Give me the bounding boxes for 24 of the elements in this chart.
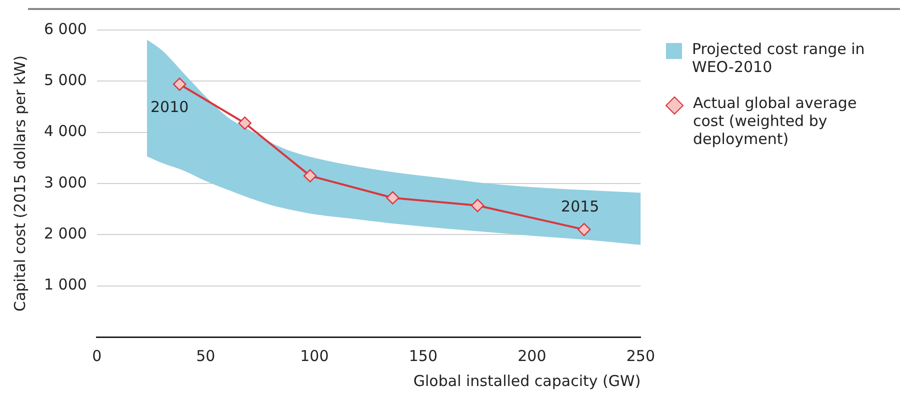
y-tick-label: 1 000 <box>44 276 87 294</box>
y-tick-label: 6 000 <box>44 20 87 38</box>
x-tick-label: 50 <box>196 346 216 365</box>
annotation: 2015 <box>561 198 600 216</box>
y-tick-label: 5 000 <box>44 71 87 90</box>
x-tick-label: 250 <box>626 346 656 365</box>
point <box>470 198 484 212</box>
legend-label: Projected cost range in WEO-2010 <box>692 40 866 76</box>
y-axis-title: Capital cost (2015 dollars per kW) <box>10 55 29 312</box>
y-tick-label: 3 000 <box>44 173 87 192</box>
annotation: 2010 <box>150 98 189 116</box>
point <box>303 169 317 182</box>
point <box>386 191 400 204</box>
point <box>172 78 186 91</box>
x-tick-label: 0 <box>92 346 102 365</box>
y-tick-label: 2 000 <box>44 224 87 243</box>
point <box>578 222 591 236</box>
x-tick-label: 200 <box>518 346 546 365</box>
x-tick-label: 150 <box>408 346 438 365</box>
x-tick-label: 100 <box>300 346 329 365</box>
y-tick-label: 4 000 <box>44 122 87 140</box>
x-axis-title: Global installed capacity (GW) <box>413 372 641 390</box>
legend-label: Actual global average cost (weighted by deployment) <box>693 94 858 148</box>
point <box>238 116 252 130</box>
